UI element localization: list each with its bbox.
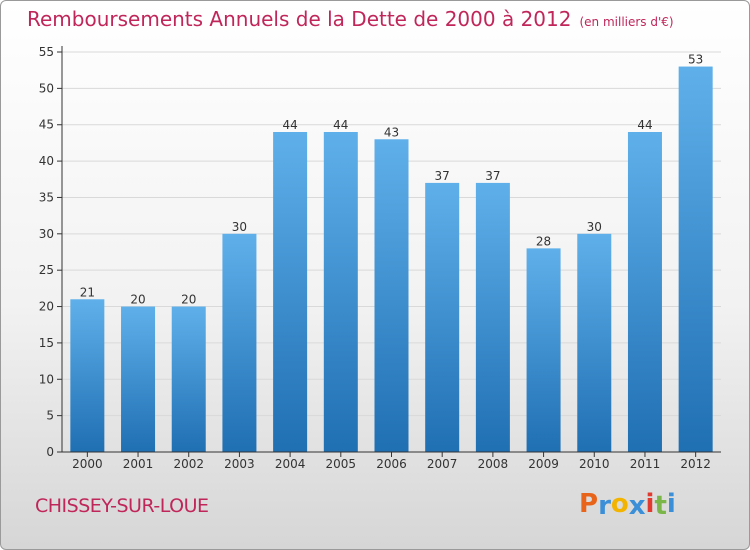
y-tick-label: 5 [46, 409, 54, 423]
y-tick-label: 25 [39, 263, 54, 277]
bar-2006 [374, 139, 409, 453]
x-tick-label: 2011 [630, 457, 661, 471]
logo-letter: r [598, 491, 611, 521]
commune-name: CHISSEY-SUR-LOUE [35, 495, 209, 517]
x-tick-label: 2006 [376, 457, 407, 471]
x-tick-label: 2001 [123, 457, 154, 471]
y-tick-label: 0 [46, 445, 54, 459]
bars [70, 66, 713, 453]
chart-title: Remboursements Annuels de la Dette de 20… [27, 7, 674, 31]
x-tick-label: 2008 [478, 457, 509, 471]
data-label: 44 [637, 118, 652, 132]
logo-letter: i [645, 489, 655, 519]
bar-2010 [577, 233, 612, 452]
y-tick-label: 30 [39, 227, 54, 241]
bar-2011 [627, 132, 662, 452]
bar-2001 [121, 306, 156, 452]
chart-title-text: Remboursements Annuels de la Dette de 20… [27, 7, 572, 31]
chart-subtitle: (en milliers d'€) [579, 15, 674, 29]
x-tick-label: 2000 [72, 457, 103, 471]
data-label: 20 [130, 293, 145, 307]
data-label: 37 [435, 169, 450, 183]
data-label: 43 [384, 125, 399, 139]
x-tick-label: 2003 [224, 457, 255, 471]
x-tick-label: 2004 [275, 457, 306, 471]
data-label: 37 [485, 169, 500, 183]
bar-2012 [678, 66, 713, 452]
y-tick-label: 45 [39, 118, 54, 132]
data-label: 30 [232, 220, 247, 234]
x-tick-label: 2002 [173, 457, 204, 471]
bar-2003 [222, 233, 257, 452]
data-label: 44 [282, 118, 297, 132]
y-tick-label: 50 [39, 81, 54, 95]
y-tick-label: 15 [39, 336, 54, 350]
data-label: 21 [80, 285, 95, 299]
data-label: 30 [587, 220, 602, 234]
x-tick-label: 2007 [427, 457, 458, 471]
bar-2002 [171, 306, 206, 452]
y-tick-label: 40 [39, 154, 54, 168]
y-tick-label: 20 [39, 300, 54, 314]
bar-2004 [273, 132, 308, 452]
bar-2000 [70, 299, 105, 452]
y-tick-label: 55 [39, 45, 54, 59]
logo-letter: x [628, 491, 646, 521]
logo-letter: i [666, 489, 676, 519]
bar-2009 [526, 248, 561, 452]
y-tick-label: 10 [39, 372, 54, 386]
data-label: 44 [333, 118, 348, 132]
bar-2005 [323, 132, 358, 452]
data-label: 20 [181, 293, 196, 307]
axes [57, 46, 721, 457]
labels: 0 5 10 15 20 25 30 35 40 45 50 55 2000 21 2001 20 2002 20… [39, 45, 711, 471]
y-tick-label: 35 [39, 190, 54, 204]
x-tick-label: 2005 [326, 457, 357, 471]
data-label: 53 [688, 53, 703, 67]
logo-letter: P [579, 489, 599, 519]
x-tick-label: 2012 [680, 457, 711, 471]
data-label: 28 [536, 234, 551, 248]
x-tick-label: 2010 [579, 457, 610, 471]
bar-2008 [475, 182, 510, 452]
logo-letter: o [610, 489, 629, 519]
x-tick-label: 2009 [528, 457, 559, 471]
logo-letter: t [654, 491, 667, 521]
bar-2007 [425, 182, 460, 452]
proxiti-logo: Proxiti [579, 489, 676, 521]
